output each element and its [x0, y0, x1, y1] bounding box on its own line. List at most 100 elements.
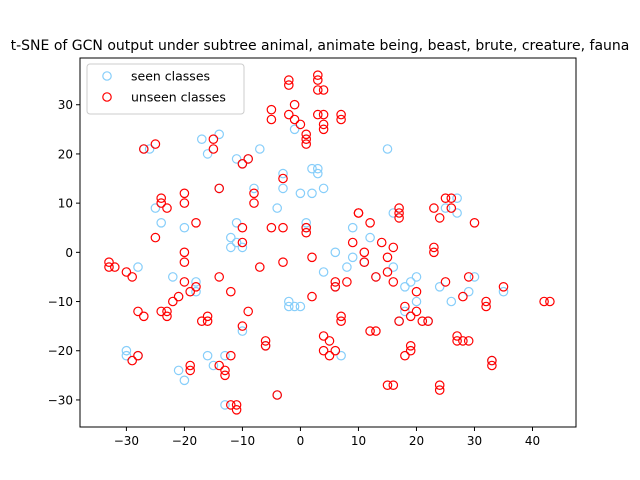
seen-class-point: [156, 218, 166, 228]
unseen-class-point: [185, 365, 195, 376]
unseen-class-point: [162, 203, 172, 213]
y-tick-label: 30: [58, 98, 73, 112]
unseen-class-point: [400, 350, 410, 361]
y-tick-label: 20: [58, 147, 73, 161]
seen-class-point: [226, 232, 236, 243]
unseen-class-point: [307, 291, 317, 302]
legend-label-unseen: unseen classes: [131, 90, 226, 105]
unseen-class-point: [283, 109, 294, 120]
unseen-class-point: [318, 124, 329, 135]
unseen-class-point: [330, 345, 341, 356]
unseen-class-point: [301, 222, 311, 233]
unseen-class-point: [104, 257, 114, 267]
unseen-class-point: [434, 380, 445, 390]
unseen-class-point: [411, 306, 422, 317]
unseen-class-point: [260, 336, 271, 346]
unseen-class-point: [353, 208, 364, 218]
unseen-class-point: [336, 311, 346, 322]
plot-area: [104, 70, 555, 415]
unseen-class-point: [318, 345, 329, 356]
series-unseen-classes: [104, 70, 555, 415]
seen-class-point: [452, 208, 462, 218]
unseen-class-point: [388, 380, 399, 390]
unseen-class-point: [295, 119, 306, 130]
unseen-class-point: [388, 242, 399, 253]
unseen-class-point: [179, 277, 190, 287]
seen-class-point: [307, 163, 317, 174]
unseen-class-point: [417, 316, 428, 326]
seen-class-point: [411, 272, 422, 282]
seen-class-point: [231, 237, 242, 248]
unseen-class-point: [139, 144, 149, 154]
axes-frame: [79, 57, 577, 428]
unseen-class-point: [318, 331, 329, 341]
seen-class-point: [179, 375, 190, 386]
seen-class-point: [249, 183, 259, 194]
y-axis: −30 −20 −10 0 10 20 30: [48, 98, 80, 407]
unseen-class-point: [278, 173, 288, 184]
seen-class-point: [220, 400, 230, 410]
unseen-class-point: [371, 272, 381, 282]
unseen-class-point: [405, 340, 416, 351]
seen-class-point: [220, 350, 230, 361]
seen-class-point: [382, 144, 393, 154]
y-tick-label: −10: [48, 295, 73, 309]
unseen-class-point: [440, 193, 451, 203]
unseen-class-point: [481, 301, 491, 312]
unseen-class-point: [458, 291, 468, 302]
unseen-class-point: [423, 316, 433, 326]
unseen-class-point: [312, 75, 323, 85]
seen-class-point: [231, 218, 242, 228]
unseen-class-point: [394, 203, 404, 213]
unseen-class-point: [400, 301, 410, 312]
seen-class-point: [168, 272, 178, 282]
unseen-class-point: [214, 272, 224, 282]
unseen-class-point: [312, 109, 323, 120]
seen-class-point: [231, 154, 242, 164]
unseen-class-point: [156, 193, 166, 203]
unseen-class-point: [429, 203, 439, 213]
unseen-class-point: [312, 85, 323, 95]
unseen-class-point: [446, 203, 457, 213]
unseen-class-point: [336, 114, 346, 125]
seen-class-point: [237, 242, 248, 253]
x-axis: −30 −20 −10 0 10 20 30 40: [114, 427, 540, 448]
unseen-class-point: [463, 336, 474, 346]
seen-class-point: [318, 267, 329, 277]
unseen-class-point: [266, 114, 277, 125]
unseen-class-point: [434, 213, 445, 223]
unseen-class-point: [324, 336, 335, 346]
unseen-class-point: [272, 390, 282, 400]
unseen-class-point: [301, 129, 311, 140]
unseen-class-point: [434, 385, 445, 395]
unseen-class-point: [318, 109, 329, 120]
seen-class-point: [173, 365, 184, 376]
unseen-class-point: [347, 237, 358, 248]
seen-class-point: [197, 134, 207, 144]
unseen-class-point: [179, 247, 190, 258]
x-tick-label: −10: [230, 434, 255, 448]
seen-class-point: [295, 301, 306, 312]
unseen-class-point: [237, 222, 248, 233]
unseen-class-point: [394, 208, 404, 218]
unseen-class-point: [208, 144, 219, 154]
unseen-class-point: [487, 355, 497, 366]
unseen-class-point: [260, 340, 271, 351]
seen-class-point: [150, 203, 161, 213]
seen-class-point: [179, 222, 190, 233]
seen-class-point: [301, 218, 311, 228]
unseen-class-point: [254, 262, 265, 272]
unseen-class-point: [318, 85, 329, 95]
unseen-class-point: [359, 257, 370, 267]
unseen-class-point: [179, 198, 190, 208]
unseen-class-point: [318, 119, 329, 130]
legend-marker-unseen: [102, 92, 112, 102]
unseen-class-point: [191, 218, 201, 228]
seen-class-point: [289, 124, 300, 135]
unseen-class-point: [371, 326, 381, 336]
legend-box: [86, 63, 245, 115]
unseen-class-point: [162, 306, 172, 317]
seen-class-point: [388, 208, 399, 218]
unseen-class-point: [249, 198, 259, 208]
unseen-class-point: [278, 222, 288, 233]
